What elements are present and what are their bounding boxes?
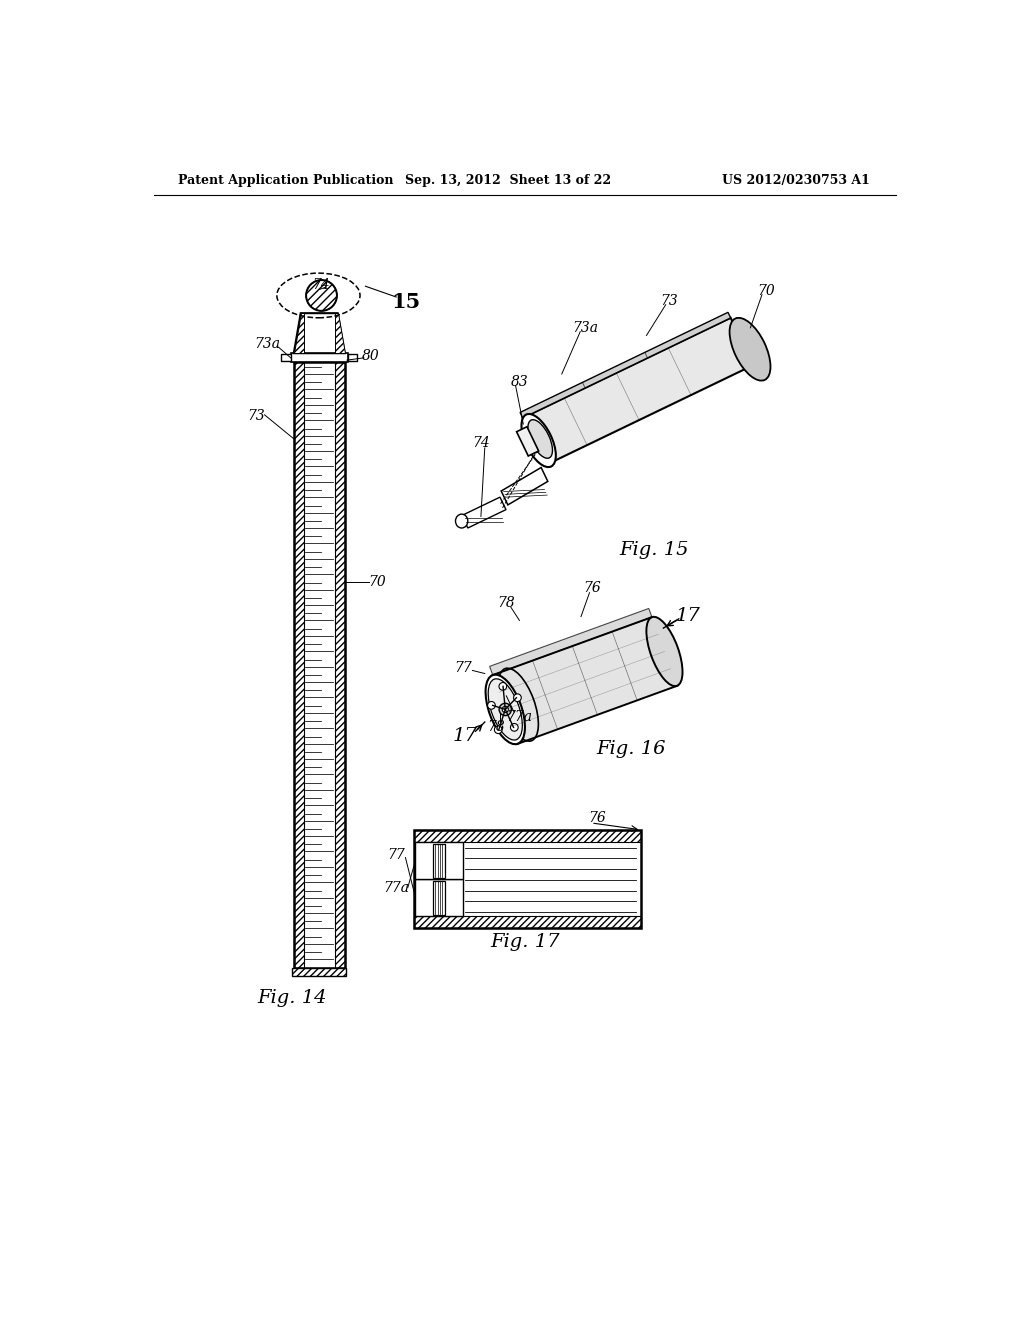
Bar xyxy=(294,363,345,969)
Bar xyxy=(414,916,641,928)
Polygon shape xyxy=(516,426,539,455)
Bar xyxy=(414,830,641,928)
Text: 77: 77 xyxy=(455,661,472,675)
Text: 83: 83 xyxy=(511,375,528,388)
Bar xyxy=(294,363,304,969)
Circle shape xyxy=(499,704,511,715)
Bar xyxy=(292,969,346,977)
Circle shape xyxy=(499,682,507,690)
Text: 73a: 73a xyxy=(254,337,280,351)
Bar xyxy=(348,354,357,360)
Text: 78: 78 xyxy=(498,597,515,610)
Text: 15: 15 xyxy=(391,292,421,312)
Text: 73a: 73a xyxy=(571,321,598,335)
Bar xyxy=(335,363,345,969)
Bar xyxy=(433,843,445,878)
Text: 17: 17 xyxy=(676,607,700,624)
Text: 80: 80 xyxy=(361,350,380,363)
Bar xyxy=(282,354,291,360)
Text: 70: 70 xyxy=(758,284,775,298)
Ellipse shape xyxy=(456,515,468,528)
Ellipse shape xyxy=(646,616,683,686)
Text: 77: 77 xyxy=(387,849,406,862)
Text: 78: 78 xyxy=(487,719,505,734)
Ellipse shape xyxy=(521,414,556,467)
Text: Patent Application Publication: Patent Application Publication xyxy=(178,174,394,187)
Circle shape xyxy=(306,280,337,312)
Ellipse shape xyxy=(729,318,770,380)
Bar xyxy=(291,354,348,363)
Text: Fig. 17: Fig. 17 xyxy=(490,933,559,952)
Text: 70: 70 xyxy=(368,576,386,589)
Text: Fig. 15: Fig. 15 xyxy=(620,541,689,558)
Circle shape xyxy=(514,694,521,701)
Text: Fig. 14: Fig. 14 xyxy=(257,989,327,1007)
Circle shape xyxy=(510,723,518,731)
Ellipse shape xyxy=(485,675,525,744)
Text: 73: 73 xyxy=(660,294,679,308)
Text: Sep. 13, 2012  Sheet 13 of 22: Sep. 13, 2012 Sheet 13 of 22 xyxy=(404,174,611,187)
Bar xyxy=(416,879,463,916)
Bar xyxy=(414,830,641,842)
Bar xyxy=(433,880,445,915)
Polygon shape xyxy=(335,313,345,354)
Text: 77a: 77a xyxy=(507,710,532,723)
Polygon shape xyxy=(294,313,345,354)
Text: 17: 17 xyxy=(454,727,478,744)
Circle shape xyxy=(487,701,496,709)
Text: 77a: 77a xyxy=(383,880,410,895)
Polygon shape xyxy=(520,313,731,418)
Text: US 2012/0230753 A1: US 2012/0230753 A1 xyxy=(722,174,869,187)
Polygon shape xyxy=(501,467,548,506)
Text: 76: 76 xyxy=(584,581,601,595)
Ellipse shape xyxy=(488,678,522,741)
Text: 74: 74 xyxy=(312,277,331,292)
Polygon shape xyxy=(493,618,677,743)
Circle shape xyxy=(502,706,508,713)
Polygon shape xyxy=(294,313,304,354)
Circle shape xyxy=(495,726,502,734)
Polygon shape xyxy=(489,609,652,675)
Polygon shape xyxy=(523,318,754,465)
Polygon shape xyxy=(462,498,506,528)
Text: 73: 73 xyxy=(247,409,265,424)
Text: 76: 76 xyxy=(589,812,606,825)
Text: Fig. 16: Fig. 16 xyxy=(596,741,666,758)
Text: 74: 74 xyxy=(472,437,489,450)
Ellipse shape xyxy=(528,420,553,458)
Bar xyxy=(416,842,463,879)
